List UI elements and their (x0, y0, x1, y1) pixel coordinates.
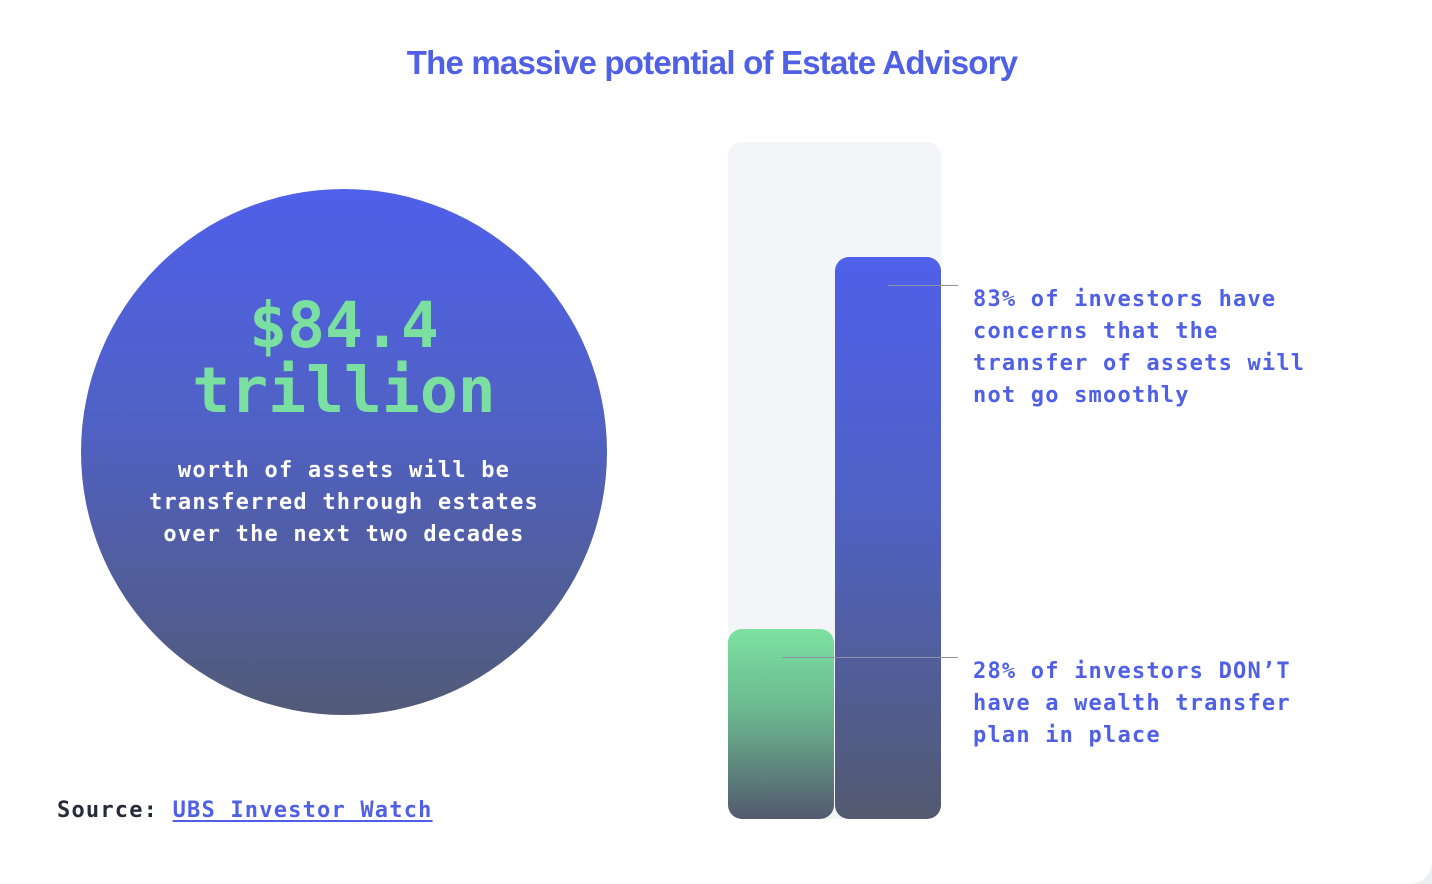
connector-line-no-plan (782, 657, 958, 659)
page-title: The massive potential of Estate Advisory (406, 44, 1018, 81)
headline-circle: $84.4 trillion worth of assets will be t… (81, 189, 607, 715)
headline-amount: $84.4 (249, 289, 439, 362)
bar-track (728, 142, 941, 819)
source-line: Source: UBS Investor Watch (57, 798, 433, 823)
bar-concerns (835, 257, 941, 819)
connector-line-concerns (888, 285, 958, 287)
annotation-concerns: 83% of investors have concerns that the … (973, 287, 1306, 409)
source-link[interactable]: UBS Investor Watch (172, 798, 433, 823)
bar-no-plan (728, 629, 834, 819)
headline-description: worth of assets will be transferred thro… (148, 458, 540, 547)
headline-unit: trillion (192, 354, 496, 427)
annotation-no-plan: 28% of investors DON’T have a wealth tra… (973, 659, 1291, 749)
source-label: Source: (57, 798, 159, 823)
